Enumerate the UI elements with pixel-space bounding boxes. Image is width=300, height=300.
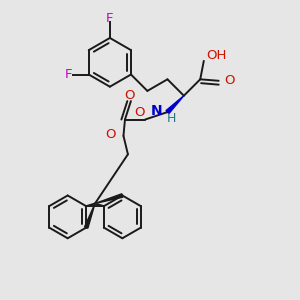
Text: N: N	[151, 104, 162, 118]
Text: O: O	[134, 106, 145, 118]
Text: F: F	[65, 68, 73, 81]
Text: OH: OH	[206, 49, 226, 62]
Polygon shape	[85, 203, 95, 228]
Polygon shape	[95, 194, 123, 203]
Text: O: O	[224, 74, 235, 87]
Text: O: O	[124, 89, 134, 102]
Polygon shape	[166, 96, 184, 114]
Text: O: O	[106, 128, 116, 141]
Text: H: H	[166, 112, 176, 125]
Text: F: F	[106, 12, 114, 25]
